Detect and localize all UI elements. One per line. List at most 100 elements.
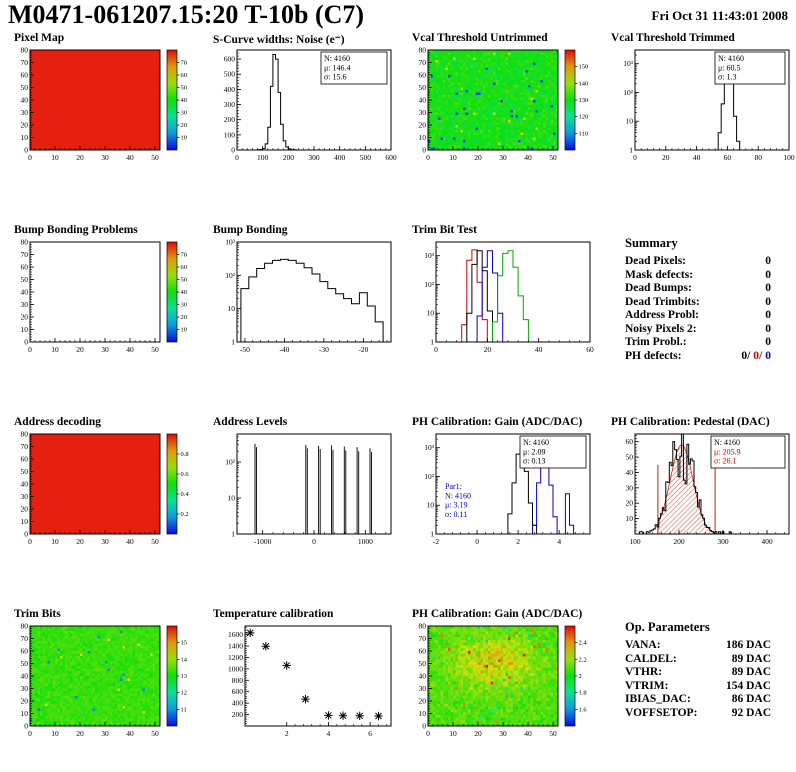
- svg-text:1: 1: [430, 338, 434, 347]
- svg-text:10²: 10²: [225, 458, 236, 467]
- svg-text:70: 70: [21, 442, 29, 451]
- svg-text:-2: -2: [433, 537, 439, 546]
- summary-rows: Dead Pixels: 0 Mask defects: 0 Dead Bumps: 0 D…: [625, 255, 771, 363]
- svg-text:80: 80: [754, 153, 762, 162]
- svg-text:2: 2: [516, 537, 520, 546]
- chart-bump-bonding-problems: 10 20 30 40 50 60 70 0 10 20 30 40 50 0 10 20 30 40 50 60 70…: [2, 238, 199, 360]
- panel-ph-gain-hist: PH Calibration: Gain (ADC/DAC) -2 0 2 4 1 10 1…: [400, 414, 597, 584]
- chart-title: PH Calibration: Gain (ADC/DAC): [412, 608, 583, 620]
- svg-text:70: 70: [419, 58, 427, 67]
- panel-bump-bonding: Bump Bonding -50 -40 -30 -20 1 10 10² 10³: [201, 222, 398, 392]
- svg-text:σ: 0.13: σ: 0.13: [523, 457, 546, 466]
- svg-text:10: 10: [21, 325, 29, 334]
- panel-trim-bit-test: Trim Bit Test 0 20 40 60 1 10 10² 10³: [400, 222, 597, 392]
- stat-row: CALDEL: 89 DAC: [625, 653, 771, 667]
- svg-text:0: 0: [633, 153, 637, 162]
- timestamp: Fri Oct 31 11:43:01 2008: [651, 8, 788, 23]
- panel-op-parameters: Op. Parameters VANA: 186 DAC CALDEL: 89 DAC…: [599, 606, 796, 772]
- svg-text:0: 0: [426, 153, 430, 162]
- svg-text:10: 10: [51, 537, 59, 546]
- svg-text:10: 10: [181, 327, 188, 334]
- svg-text:50: 50: [626, 453, 634, 462]
- svg-text:0: 0: [28, 153, 32, 162]
- svg-text:400: 400: [761, 537, 773, 546]
- stat-value: 89 DAC: [731, 666, 771, 678]
- svg-text:40: 40: [524, 153, 532, 162]
- chart-title: Bump Bonding: [213, 224, 288, 236]
- svg-text:30: 30: [419, 108, 427, 117]
- chart-ph-gain-map: 1.6 1.8 2 2.2 2.4 0 10 20 30 40 50 0 10 20 30 40 50 60 70 8…: [400, 622, 597, 744]
- svg-text:10: 10: [228, 494, 236, 503]
- stat-label: Address Probl:: [625, 309, 700, 321]
- svg-text:10²: 10²: [424, 280, 435, 289]
- svg-text:200: 200: [673, 537, 685, 546]
- stat-value: 0/0/0: [738, 350, 771, 364]
- chart-title: Trim Bits: [14, 608, 61, 620]
- stat-row: Noisy Pixels 2: 0: [625, 323, 771, 337]
- chart-title: Vcal Threshold Trimmed: [611, 32, 735, 44]
- svg-text:1: 1: [231, 530, 235, 539]
- summary-title: Summary: [625, 236, 678, 250]
- panel-address-decoding: Address decoding 0.2 0.4 0.6 0.8 0 10 20 30 40 50…: [2, 414, 199, 584]
- svg-text:100: 100: [629, 537, 641, 546]
- svg-text:σ: 0.11: σ: 0.11: [445, 510, 467, 519]
- svg-text:0: 0: [24, 146, 28, 155]
- stat-row: VOFFSETOP: 92 DAC: [625, 707, 771, 721]
- svg-text:0.6: 0.6: [181, 471, 190, 478]
- svg-text:10³: 10³: [225, 238, 236, 247]
- svg-text:120: 120: [579, 114, 589, 121]
- svg-text:60: 60: [724, 153, 732, 162]
- svg-text:10: 10: [626, 514, 634, 523]
- svg-text:20: 20: [76, 153, 84, 162]
- stat-value: 92 DAC: [731, 706, 771, 719]
- svg-text:-50: -50: [240, 345, 250, 354]
- svg-text:N: 4160: N: 4160: [714, 438, 740, 447]
- svg-text:100: 100: [257, 153, 269, 162]
- op-parameters-title: Op. Parameters: [625, 620, 710, 634]
- svg-text:μ: 3.19: μ: 3.19: [445, 501, 468, 510]
- chart-bump-bonding: -50 -40 -30 -20 1 10 10² 10³: [201, 238, 398, 360]
- svg-text:40: 40: [419, 96, 427, 105]
- svg-text:σ: 1.3: σ: 1.3: [718, 73, 737, 82]
- chart-pixel-map: 10 20 30 40 50 60 70 0 10 20 30 40 50 0 10 20 30 40 50 60 70…: [2, 46, 199, 168]
- svg-text:50: 50: [181, 277, 188, 284]
- panel-pixel-map: Pixel Map 10 20 30 40 50 60 70 0 10 20 30 40 50 0 10 20…: [2, 30, 199, 200]
- ph-defect-count: 0: [765, 349, 771, 362]
- chart-address-levels: -1000 0 1000 1 10 10²: [201, 430, 398, 552]
- svg-text:80: 80: [419, 46, 427, 55]
- svg-text:0: 0: [434, 345, 438, 354]
- svg-text:50: 50: [21, 467, 29, 476]
- svg-text:0.4: 0.4: [181, 491, 190, 498]
- svg-text:80: 80: [21, 430, 29, 439]
- svg-text:10³: 10³: [623, 59, 634, 68]
- svg-text:80: 80: [21, 46, 29, 55]
- stat-row: Address Probl: 0: [625, 309, 771, 323]
- svg-text:300: 300: [717, 537, 729, 546]
- svg-text:100: 100: [224, 130, 236, 139]
- chart-vcal-untrimmed: 110 120 130 140 150 0 10 20 30 40 50 0 10 20 30 40 50 60 7…: [400, 46, 597, 168]
- svg-text:0: 0: [28, 537, 32, 546]
- stat-label: CALDEL:: [625, 652, 677, 665]
- chart-address-decoding: 0.2 0.4 0.6 0.8 0 10 20 30 40 50 0 10 20 30 40 50 60 70 80: [2, 430, 199, 552]
- svg-text:10: 10: [427, 309, 435, 318]
- svg-text:σ: 15.6: σ: 15.6: [324, 73, 347, 82]
- svg-text:30: 30: [101, 153, 109, 162]
- stat-row: Dead Trimbits: 0: [625, 296, 771, 310]
- svg-text:1: 1: [629, 146, 633, 155]
- stat-row: VTRIM: 154 DAC: [625, 680, 771, 694]
- chart-title: Vcal Threshold Untrimmed: [412, 32, 548, 44]
- svg-text:10²: 10²: [424, 472, 435, 481]
- chart-title: Trim Bit Test: [412, 224, 477, 236]
- svg-text:10: 10: [21, 133, 29, 142]
- svg-text:1000: 1000: [358, 537, 373, 546]
- chart-title: Temperature calibration: [213, 608, 334, 620]
- svg-text:60: 60: [21, 263, 29, 272]
- svg-text:30: 30: [181, 110, 188, 117]
- panel-address-levels: Address Levels -1000 0 1000 1 10 10²: [201, 414, 398, 584]
- svg-text:0: 0: [24, 530, 28, 539]
- panel-summary: Summary Dead Pixels: 0 Mask defects: 0 Dead …: [599, 222, 796, 392]
- svg-text:20: 20: [21, 313, 29, 322]
- chart-title: PH Calibration: Pedestal (DAC): [611, 416, 770, 428]
- svg-text:N: 4160: N: 4160: [324, 54, 350, 63]
- svg-text:500: 500: [224, 70, 236, 79]
